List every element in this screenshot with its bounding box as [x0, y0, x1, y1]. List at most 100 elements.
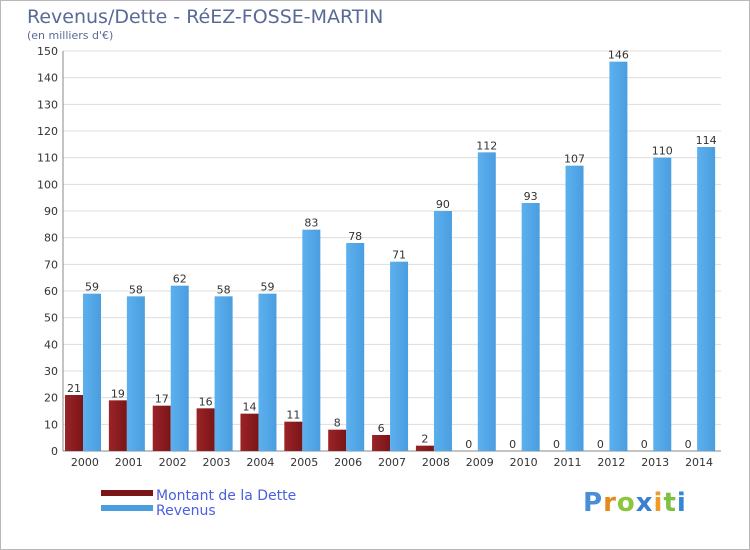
- debt-value-label: 6: [378, 422, 385, 435]
- y-tick-label: 30: [44, 365, 58, 378]
- debt-value-label: 0: [465, 438, 472, 451]
- y-tick-label: 20: [44, 392, 58, 405]
- legend-swatch-debt: [101, 490, 153, 496]
- revenue-value-label: 112: [476, 139, 497, 152]
- revenue-value-label: 146: [608, 49, 629, 62]
- x-tick-label: 2006: [334, 456, 362, 469]
- legend-label-debt: Montant de la Dette: [156, 488, 296, 504]
- chart-title: Revenus/Dette - RéEZ-FOSSE-MARTIN: [27, 6, 384, 28]
- revenue-value-label: 58: [217, 283, 231, 296]
- revenue-bar: [565, 165, 584, 451]
- x-tick-label: 2008: [422, 456, 450, 469]
- y-tick-label: 130: [37, 98, 58, 111]
- y-tick-label: 150: [37, 45, 58, 58]
- logo-letter: i: [676, 488, 687, 518]
- revenue-bar: [433, 211, 452, 451]
- y-tick-label: 50: [44, 312, 58, 325]
- y-tick-label: 140: [37, 72, 58, 85]
- revenue-bar: [258, 293, 277, 451]
- revenue-value-label: 58: [129, 283, 143, 296]
- debt-value-label: 16: [199, 395, 213, 408]
- y-tick-label: 100: [37, 178, 58, 191]
- x-tick-label: 2000: [71, 456, 99, 469]
- debt-value-label: 0: [509, 438, 516, 451]
- x-tick-label: 2009: [466, 456, 494, 469]
- revenue-value-label: 83: [304, 217, 318, 230]
- y-tick-label: 110: [37, 152, 58, 165]
- x-tick-label: 2007: [378, 456, 406, 469]
- debt-bar: [196, 408, 215, 451]
- revenue-value-label: 71: [392, 249, 406, 262]
- y-tick-label: 90: [44, 205, 58, 218]
- revenue-bar: [477, 152, 496, 452]
- debt-bar: [284, 421, 303, 451]
- debt-value-label: 2: [421, 433, 428, 446]
- x-tick-label: 2010: [510, 456, 538, 469]
- debt-bar: [65, 395, 83, 451]
- y-tick-label: 40: [44, 338, 58, 351]
- debt-bar: [372, 435, 391, 451]
- x-tick-label: 2012: [597, 456, 625, 469]
- debt-bar: [328, 429, 347, 451]
- debt-value-label: 0: [685, 438, 692, 451]
- logo-letter: o: [616, 488, 636, 518]
- revenue-value-label: 78: [348, 230, 362, 243]
- logo-letter: t: [663, 488, 677, 518]
- y-tick-label: 80: [44, 232, 58, 245]
- debt-value-label: 0: [553, 438, 560, 451]
- revenue-value-label: 62: [173, 273, 187, 286]
- revenue-value-label: 107: [564, 153, 585, 166]
- chart-subtitle: (en milliers d'€): [27, 29, 114, 42]
- debt-value-label: 17: [155, 393, 169, 406]
- revenue-bar: [346, 243, 365, 451]
- logo-letter: x: [635, 488, 654, 518]
- revenue-value-label: 114: [696, 134, 717, 147]
- revenue-bar: [390, 261, 409, 451]
- debt-bar: [108, 400, 127, 451]
- revenue-bar: [83, 293, 101, 451]
- x-tick-label: 2001: [115, 456, 143, 469]
- x-tick-label: 2014: [685, 456, 713, 469]
- legend-swatch-revenue: [101, 505, 153, 511]
- proxiti-logo: Proxiti: [583, 488, 687, 518]
- logo-letter: i: [653, 488, 664, 518]
- debt-bar: [415, 445, 434, 451]
- y-tick-label: 70: [44, 258, 58, 271]
- revenue-bar: [697, 147, 716, 451]
- logo-letter: P: [583, 488, 604, 518]
- legend-label-revenue: Revenus: [156, 503, 216, 519]
- revenue-bar: [126, 296, 145, 451]
- debt-value-label: 14: [242, 401, 256, 414]
- x-tick-label: 2003: [203, 456, 231, 469]
- revenue-bar: [653, 157, 672, 451]
- revenue-bar: [521, 203, 540, 451]
- debt-value-label: 0: [597, 438, 604, 451]
- revenue-bar: [214, 296, 233, 451]
- logo-letter: r: [603, 488, 617, 518]
- y-tick-label: 10: [44, 418, 58, 431]
- debt-value-label: 8: [334, 417, 341, 430]
- debt-value-label: 0: [641, 438, 648, 451]
- debt-bar: [152, 405, 171, 451]
- debt-bar: [240, 413, 259, 451]
- y-tick-label: 60: [44, 285, 58, 298]
- revenue-value-label: 59: [85, 281, 99, 294]
- revenue-bar: [609, 61, 628, 452]
- debt-value-label: 19: [111, 387, 125, 400]
- debt-value-label: 11: [286, 409, 300, 422]
- revenue-value-label: 93: [524, 190, 538, 203]
- y-tick-label: 120: [37, 125, 58, 138]
- x-tick-label: 2002: [159, 456, 187, 469]
- x-tick-label: 2004: [246, 456, 274, 469]
- revenue-value-label: 59: [260, 281, 274, 294]
- x-tick-label: 2013: [641, 456, 669, 469]
- revenue-bar: [170, 285, 189, 451]
- revenue-bar: [302, 229, 321, 451]
- debt-value-label: 21: [67, 382, 81, 395]
- y-tick-label: 0: [51, 445, 58, 458]
- revenue-value-label: 110: [652, 145, 673, 158]
- revenue-value-label: 90: [436, 198, 450, 211]
- x-tick-label: 2011: [553, 456, 581, 469]
